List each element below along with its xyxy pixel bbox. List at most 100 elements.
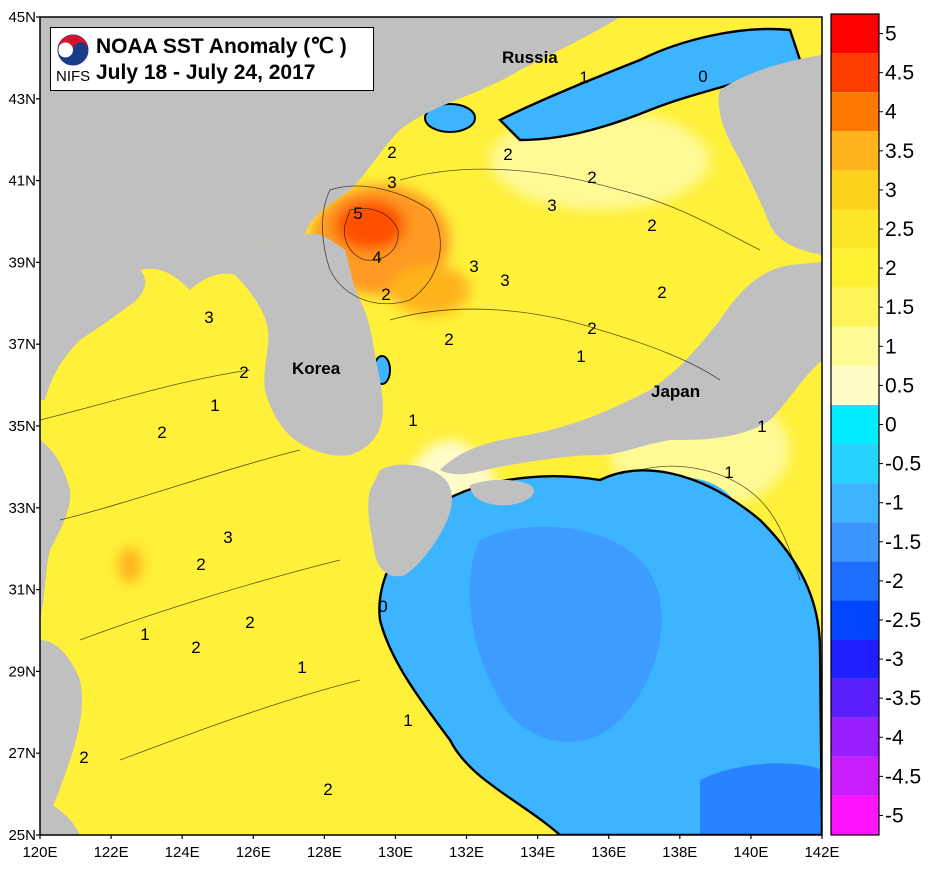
- x-tick-label: 136E: [591, 844, 626, 861]
- cold-anomaly-small: [424, 103, 476, 133]
- map-date-range: July 18 - July 24, 2017: [96, 61, 316, 84]
- contour-value-label: 2: [239, 363, 248, 382]
- nifs-logo-icon: [57, 34, 89, 66]
- x-tick-label: 120E: [22, 844, 57, 861]
- contour-line: [389, 308, 721, 381]
- contour-value-label: 2: [444, 330, 453, 349]
- colorbar-swatch: [831, 248, 879, 288]
- contour-value-label: 0: [378, 597, 387, 616]
- x-tick-label: 134E: [520, 844, 555, 861]
- contour-line: [40, 369, 251, 421]
- contour-value-label: 3: [547, 196, 556, 215]
- cold-anomaly-inner: [469, 526, 662, 742]
- colorbar-swatch: [831, 131, 879, 171]
- y-tick-label: 29N: [8, 663, 36, 680]
- colorbar-label: 2.5: [885, 218, 914, 241]
- y-tick-label: 35N: [8, 418, 36, 435]
- hot-anomaly-core: [335, 200, 405, 250]
- zero-contour-north: [497, 27, 802, 142]
- colorbar-swatch: [831, 639, 879, 679]
- y-tick-label: 25N: [8, 827, 36, 844]
- zero-contour-south: [378, 469, 822, 835]
- colorbar-label: 3: [885, 179, 897, 202]
- contour-value-label: 1: [724, 463, 733, 482]
- colorbar-swatch: [831, 365, 879, 405]
- place-label-japan: Japan: [651, 382, 700, 401]
- colorbar-swatch: [831, 444, 879, 484]
- land-china-southeast: [40, 640, 82, 835]
- colorbar-label: 5: [885, 23, 897, 46]
- contour-value-label: 2: [587, 319, 596, 338]
- contour-value-label: 2: [191, 638, 200, 657]
- colorbar-label: 1.5: [885, 296, 914, 319]
- contour-value-label: 1: [297, 658, 306, 677]
- colorbar-swatch: [831, 522, 879, 562]
- warm-anomaly-china-coast: [118, 547, 142, 583]
- contour-lines: [40, 168, 801, 761]
- contour-line: [639, 465, 801, 581]
- contour-value-label: 2: [323, 780, 332, 799]
- contour-value-label: 2: [381, 285, 390, 304]
- colorbar-label: 3.5: [885, 140, 914, 163]
- contour-line: [79, 559, 341, 641]
- x-tick-label: 142E: [804, 844, 839, 861]
- contour-value-label: 2: [387, 143, 396, 162]
- contour-line: [399, 168, 761, 251]
- x-tick-label: 128E: [307, 844, 342, 861]
- colorbar-label: 4: [885, 101, 897, 124]
- contour-value-label: 1: [403, 711, 412, 730]
- x-tick-label: 124E: [165, 844, 200, 861]
- colorbar-label: 4.5: [885, 62, 914, 85]
- land-china: [40, 259, 146, 400]
- y-tick-label: 33N: [8, 500, 36, 517]
- land-liaodong: [40, 189, 235, 290]
- y-axis: 45N 43N 41N 39N 37N 35N 33N 31N 29N 27N 25N: [8, 9, 40, 844]
- contour-line: [322, 185, 441, 305]
- contour-value-label: 2: [503, 145, 512, 164]
- warm-anomaly-patch: [390, 265, 470, 315]
- map-title: NOAA SST Anomaly (℃ ): [96, 35, 347, 58]
- cold-north: [373, 27, 802, 385]
- colorbar-swatch: [831, 756, 879, 796]
- contour-value-label: 2: [79, 748, 88, 767]
- colorbar-swatch: [831, 600, 879, 640]
- contour-value-label: 1: [210, 396, 219, 415]
- nifs-logo-text: NIFS: [56, 68, 91, 85]
- cold-anomaly-southeast: [700, 763, 822, 835]
- colorbar-label: -4.5: [885, 765, 921, 788]
- contour-value-label: 2: [196, 555, 205, 574]
- contour-value-label: 2: [647, 216, 656, 235]
- colorbar-swatch: [831, 678, 879, 718]
- land-kyushu: [368, 464, 452, 577]
- land-hokkaido: [718, 55, 822, 255]
- contour-value-label: 2: [245, 613, 254, 632]
- colorbar-swatch: [831, 14, 879, 54]
- colorbar-swatch: [831, 92, 879, 132]
- contour-value-label: 3: [223, 528, 232, 547]
- colorbar-swatch: [831, 404, 879, 445]
- colorbar-label: -0.5: [885, 453, 921, 476]
- colorbar-label: -1.5: [885, 531, 921, 554]
- colorbar-label: -4: [885, 726, 904, 749]
- colorbar-swatch: [831, 209, 879, 249]
- colorbar-swatch: [831, 53, 879, 93]
- colorbar-label: -1: [885, 492, 904, 515]
- land-shikoku: [470, 479, 534, 506]
- colorbar-label: -3: [885, 648, 904, 671]
- contour-line: [343, 208, 399, 261]
- contour-value-label: 2: [657, 283, 666, 302]
- contour-value-label: 3: [500, 271, 509, 290]
- y-tick-label: 31N: [8, 582, 36, 599]
- y-tick-label: 39N: [8, 254, 36, 271]
- x-tick-label: 122E: [94, 844, 129, 861]
- colorbar: 5 4.5 4 3.5 3 2.5 2 1.5 1 0.5 0 -0.5 -1 -1.5 -2 -2.5 -3 -…: [830, 13, 921, 836]
- title-box: [50, 27, 374, 91]
- y-tick-label: 37N: [8, 336, 36, 353]
- contour-value-label: 4: [372, 248, 381, 267]
- place-label-russia: Russia: [502, 48, 558, 67]
- contour-value-label: 3: [469, 257, 478, 276]
- contour-value-label: 1: [576, 347, 585, 366]
- contour-value-label: 2: [157, 423, 166, 442]
